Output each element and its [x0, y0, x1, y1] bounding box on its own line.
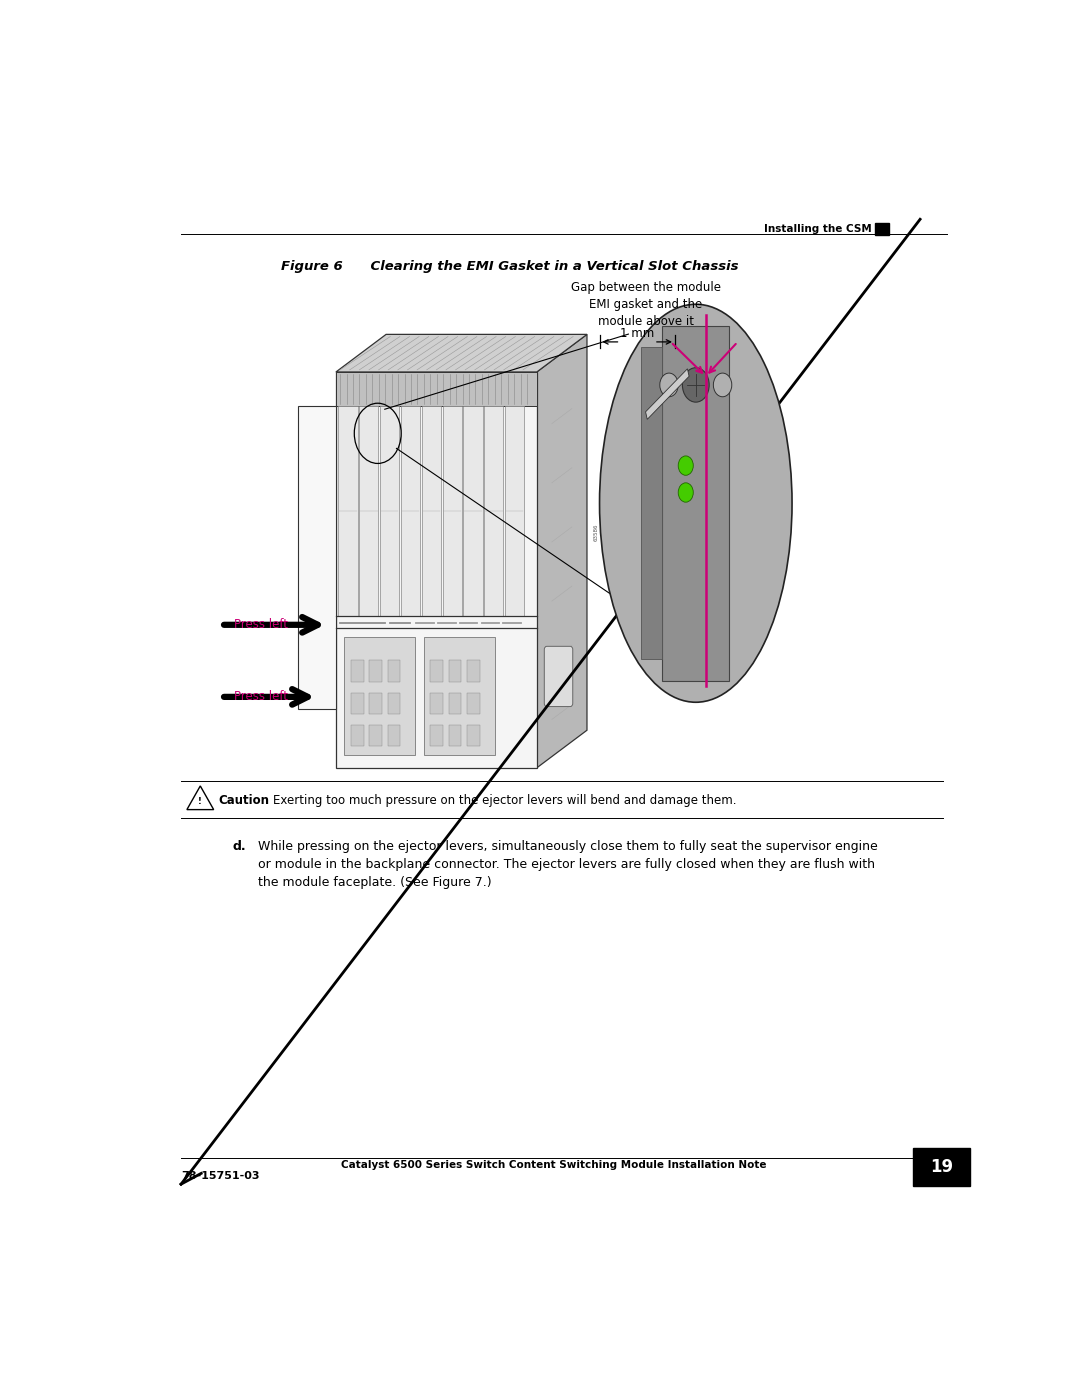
Bar	[484, 407, 503, 616]
Text: 1 mm: 1 mm	[620, 327, 654, 339]
Text: !: !	[199, 796, 202, 806]
Text: Catalyst 6500 Series Switch Content Switching Module Installation Note: Catalyst 6500 Series Switch Content Swit…	[341, 1160, 766, 1169]
Text: Installing the CSM: Installing the CSM	[764, 224, 872, 233]
Bar	[336, 372, 537, 768]
Bar	[914, 1147, 970, 1186]
Bar	[443, 407, 462, 616]
Bar	[369, 661, 382, 682]
Text: 78-15751-03: 78-15751-03	[181, 1171, 259, 1180]
Bar	[468, 693, 480, 714]
Bar	[380, 407, 400, 616]
Bar	[431, 693, 443, 714]
Bar	[449, 661, 461, 682]
Bar	[463, 407, 483, 616]
Circle shape	[678, 455, 693, 475]
Bar	[468, 725, 480, 746]
Bar	[360, 407, 378, 616]
Bar	[351, 661, 364, 682]
Bar	[298, 407, 336, 708]
Text: d.: d.	[233, 840, 246, 854]
Text: Caution: Caution	[218, 793, 270, 806]
FancyBboxPatch shape	[544, 647, 572, 707]
Bar	[875, 222, 889, 236]
Circle shape	[683, 367, 710, 402]
Circle shape	[678, 483, 693, 502]
Bar	[388, 725, 401, 746]
Text: Figure 6      Clearing the EMI Gasket in a Vertical Slot Chassis: Figure 6 Clearing the EMI Gasket in a Ve…	[282, 260, 739, 272]
Circle shape	[714, 373, 732, 397]
Bar	[369, 693, 382, 714]
Polygon shape	[187, 787, 214, 810]
Bar	[401, 407, 420, 616]
Bar	[338, 407, 357, 616]
Bar	[351, 725, 364, 746]
Bar	[449, 693, 461, 714]
Bar	[431, 725, 443, 746]
Bar	[642, 348, 662, 659]
Text: Press left: Press left	[234, 619, 288, 631]
Text: 19: 19	[930, 1158, 954, 1176]
Text: Gap between the module
EMI gasket and the
module above it: Gap between the module EMI gasket and th…	[570, 281, 720, 328]
Polygon shape	[537, 334, 588, 768]
Bar	[449, 725, 461, 746]
Bar	[369, 725, 382, 746]
Text: Exerting too much pressure on the ejector levers will bend and damage them.: Exerting too much pressure on the ejecto…	[273, 793, 737, 806]
Bar	[468, 661, 480, 682]
Polygon shape	[336, 334, 588, 372]
Bar	[388, 693, 401, 714]
Bar	[505, 407, 524, 616]
Text: 63586: 63586	[594, 524, 598, 541]
Bar	[421, 407, 441, 616]
Bar	[662, 326, 729, 680]
Ellipse shape	[599, 305, 792, 703]
Bar	[336, 372, 537, 407]
Circle shape	[660, 373, 678, 397]
Polygon shape	[646, 369, 689, 419]
Text: While pressing on the ejector levers, simultaneously close them to fully seat th: While pressing on the ejector levers, si…	[258, 840, 878, 888]
Text: Press left: Press left	[234, 690, 288, 703]
Bar	[423, 637, 495, 754]
Bar	[431, 661, 443, 682]
Bar	[351, 693, 364, 714]
Bar	[388, 661, 401, 682]
Bar	[345, 637, 416, 754]
